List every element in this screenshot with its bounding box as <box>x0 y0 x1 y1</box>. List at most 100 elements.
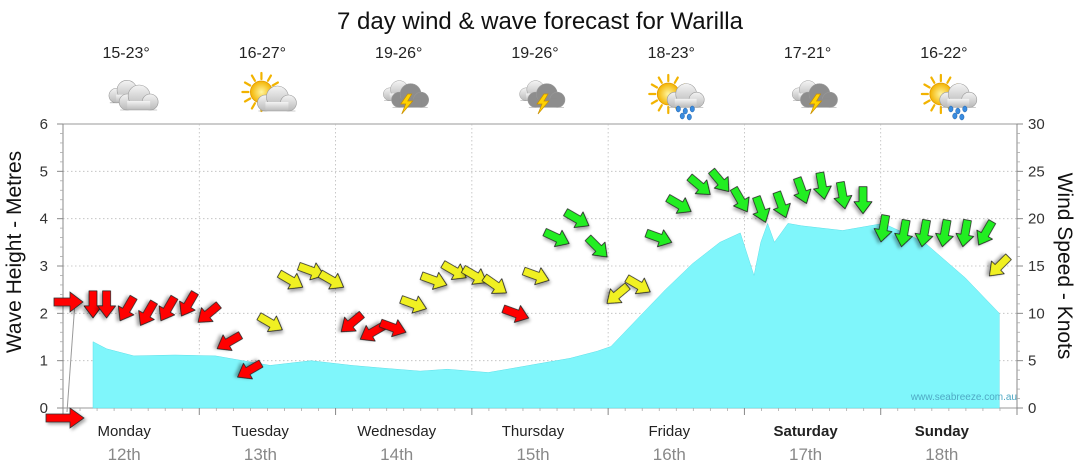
wind-arrow <box>197 301 222 323</box>
day-name: Thursday <box>502 423 565 440</box>
wind-arrow <box>158 294 179 322</box>
right-tick-label: 20 <box>1028 211 1045 228</box>
wind-arrow <box>752 195 771 223</box>
wind-arrow <box>179 290 199 317</box>
day-date: 13th <box>244 445 277 464</box>
right-axis: 0 5 10 15 20 25 30 <box>1016 116 1045 417</box>
day-name: Friday <box>648 423 690 440</box>
left-tick-label: 2 <box>40 305 48 322</box>
day-name: Saturday <box>773 423 838 440</box>
time-marker-arrow-bottom <box>45 407 85 429</box>
time-marker-arrow-top <box>53 291 84 313</box>
wind-arrow <box>584 234 608 258</box>
wind-arrow <box>297 262 325 281</box>
sun-showers-icon <box>648 73 705 121</box>
wind-arrow <box>237 359 264 380</box>
wind-arrow <box>853 186 873 215</box>
right-tick-label: 0 <box>1028 400 1036 417</box>
left-tick-label: 5 <box>40 163 48 180</box>
wind-arrow <box>340 310 365 333</box>
wave-height-area <box>92 222 1000 409</box>
wind-arrow <box>644 228 673 248</box>
time-marker-line <box>66 301 76 413</box>
day-temperature: 17-21° <box>784 45 831 62</box>
wind-arrow <box>606 282 631 304</box>
wind-arrow <box>708 167 730 192</box>
wind-arrow <box>501 304 530 323</box>
weather-icons <box>108 71 978 121</box>
right-tick-label: 5 <box>1028 353 1036 370</box>
wind-arrow <box>276 269 304 290</box>
wind-arrow <box>772 190 791 219</box>
day-temperature: 19-26° <box>375 45 422 62</box>
left-tick-label: 0 <box>40 400 48 417</box>
day-date: 18th <box>925 445 958 464</box>
thunderstorm-icon <box>791 80 838 115</box>
wind-arrow <box>955 219 975 248</box>
wind-arrow <box>873 214 893 243</box>
left-tick-label: 4 <box>40 211 48 228</box>
wind-arrow <box>935 219 954 248</box>
partly-cloudy-icon <box>241 71 297 113</box>
wind-arrow <box>460 265 488 285</box>
wind-arrow <box>914 219 934 248</box>
day-labels: Monday 12th Tuesday 13th Wednesday 14th Thursd… <box>62 408 1018 464</box>
wind-arrow <box>989 253 1012 277</box>
plot-area: www.seabreeze.com.au <box>62 123 1018 409</box>
wind-arrow <box>729 186 750 213</box>
day-temperature: 19-26° <box>511 45 558 62</box>
chart-title: 7 day wind & wave forecast for Warilla <box>337 8 744 35</box>
wind-arrows <box>83 167 1012 380</box>
day-date: 16th <box>653 445 686 464</box>
thunderstorm-icon <box>383 80 429 115</box>
wind-arrow <box>481 273 507 294</box>
wind-arrow <box>894 219 913 248</box>
day-temperature: 16-27° <box>239 45 286 62</box>
watermark: www.seabreeze.com.au <box>910 392 1017 403</box>
right-axis-title: Wind Speed - Knots <box>1053 173 1076 360</box>
current-time-marker <box>45 291 85 429</box>
day-temperature: 16-22° <box>920 45 967 62</box>
day-temperature: 15-23° <box>102 45 149 62</box>
wind-arrow <box>833 181 853 210</box>
wind-arrow <box>665 194 692 214</box>
wind-arrow <box>419 271 448 290</box>
left-tick-label: 6 <box>40 116 48 133</box>
daily-temperatures: 15-23° 16-27° 19-26° 19-26° 18-23° 17-21° 16-2… <box>102 45 967 62</box>
wind-arrow <box>813 171 832 200</box>
left-tick-label: 3 <box>40 258 48 275</box>
day-date: 15th <box>516 445 549 464</box>
wind-arrow <box>624 274 651 295</box>
day-name: Sunday <box>915 423 970 440</box>
cloudy-icon <box>108 80 159 111</box>
right-tick-label: 10 <box>1028 305 1045 322</box>
day-date: 12th <box>108 445 141 464</box>
wind-arrow <box>399 295 427 314</box>
wind-arrow <box>521 266 550 286</box>
wind-arrow <box>117 294 138 322</box>
sun-showers-icon <box>920 73 978 121</box>
left-axis: 0 1 2 3 4 5 6 <box>40 116 64 417</box>
day-temperature: 18-23° <box>648 45 695 62</box>
wind-arrow <box>317 269 345 290</box>
wind-arrow <box>976 219 997 246</box>
wind-arrow <box>542 228 570 248</box>
day-name: Wednesday <box>357 423 436 440</box>
day-date: 14th <box>380 445 413 464</box>
day-name: Monday <box>97 423 151 440</box>
thunderstorm-icon <box>519 80 566 115</box>
wind-arrow <box>686 173 711 195</box>
day-date: 17th <box>789 445 822 464</box>
left-axis-title: Wave Height - Metres <box>3 151 26 353</box>
right-tick-label: 15 <box>1028 258 1045 275</box>
right-tick-label: 25 <box>1028 163 1045 180</box>
right-tick-label: 30 <box>1028 116 1045 133</box>
left-tick-label: 1 <box>40 353 48 370</box>
wind-arrow <box>440 260 467 280</box>
wind-arrow <box>216 331 243 351</box>
wind-arrow <box>378 318 407 338</box>
day-name: Tuesday <box>232 423 289 440</box>
wind-arrow <box>563 208 590 228</box>
wind-arrow <box>97 290 116 319</box>
